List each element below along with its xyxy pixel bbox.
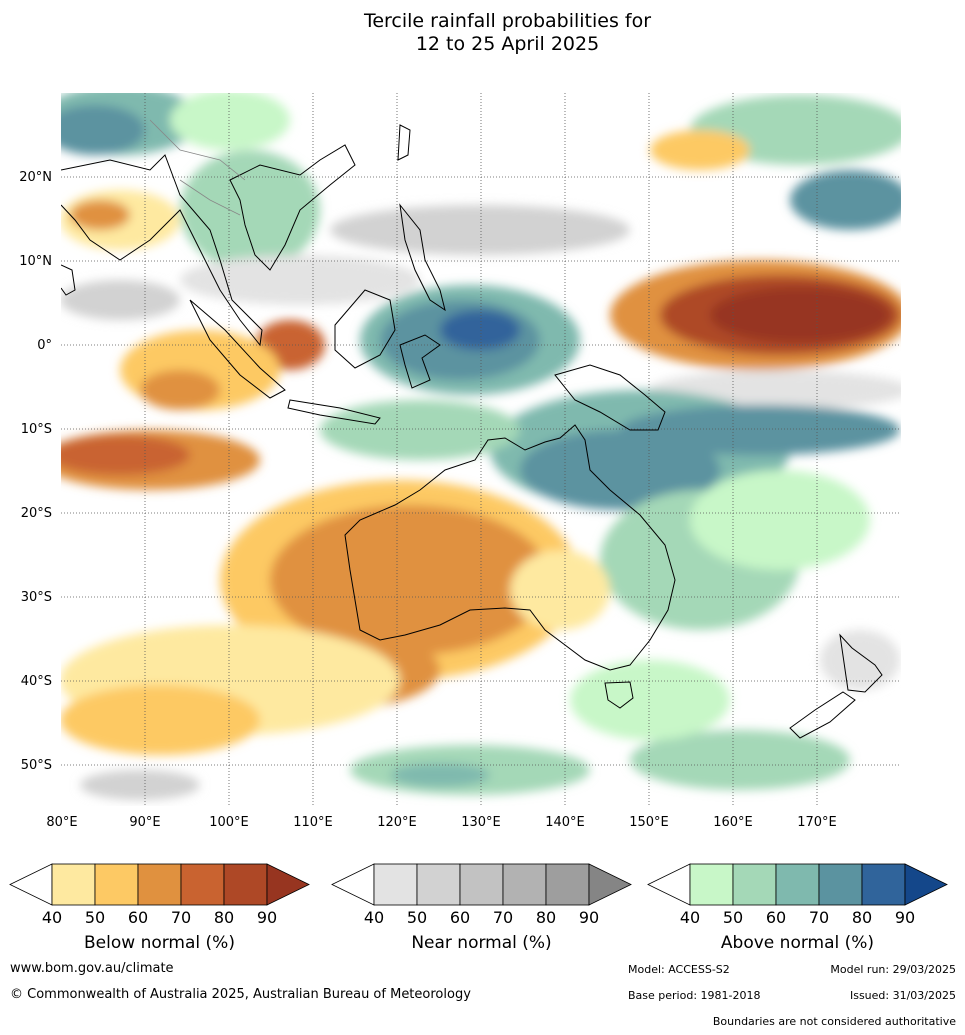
legend-tick-label: 70 bbox=[171, 908, 191, 927]
borneo-coast bbox=[334, 289, 396, 369]
lat-label: 0° bbox=[37, 338, 52, 353]
title-line-2: 12 to 25 April 2025 bbox=[415, 33, 600, 55]
lon-label: 80°E bbox=[46, 815, 77, 830]
disclaimer-text: Boundaries are not considered authoritat… bbox=[712, 1015, 956, 1028]
lat-label: 20°N bbox=[19, 170, 52, 185]
lon-label: 100°E bbox=[209, 815, 249, 830]
legends: 40 50 60 70 80 90 Below normal (%) 40 50 60 70 80 90… bbox=[9, 863, 948, 953]
legend-cell bbox=[732, 863, 777, 906]
new-guinea-coast bbox=[554, 364, 666, 431]
legend-tick-label: 60 bbox=[450, 908, 470, 927]
legend-tick-label: 80 bbox=[214, 908, 234, 927]
legend-extend-low bbox=[647, 863, 691, 906]
probability-fields bbox=[61, 93, 901, 800]
lon-label: 170°E bbox=[797, 815, 837, 830]
new-zealand-north bbox=[839, 633, 883, 693]
map-area bbox=[61, 93, 901, 806]
legend-cell bbox=[818, 863, 863, 906]
legend-cell bbox=[223, 863, 268, 906]
indochina-coast bbox=[229, 144, 356, 271]
model-text: Model: ACCESS-S2 bbox=[628, 963, 730, 976]
legend-cell bbox=[545, 863, 590, 906]
legend-cell bbox=[416, 863, 461, 906]
lat-axis: 20°N 10°N 0° 10°S 20°S 30°S 40°S 50°S bbox=[19, 170, 52, 773]
legend-tick-label: 50 bbox=[407, 908, 427, 927]
legend-tick-label: 90 bbox=[579, 908, 599, 927]
legend-tick-label: 50 bbox=[723, 908, 743, 927]
sumatra-coast bbox=[189, 299, 286, 399]
legend-cell bbox=[180, 863, 225, 906]
lon-label: 120°E bbox=[377, 815, 417, 830]
lon-label: 130°E bbox=[461, 815, 501, 830]
legend-tick-label: 70 bbox=[493, 908, 513, 927]
philippines-coast bbox=[399, 203, 446, 312]
legend-cell bbox=[861, 863, 906, 906]
legend-tick-label: 80 bbox=[852, 908, 872, 927]
legend-extend-low bbox=[331, 863, 375, 906]
copyright-text: © Commonwealth of Australia 2025, Austra… bbox=[10, 987, 471, 1002]
legend-tick-label: 60 bbox=[766, 908, 786, 927]
legend-cell bbox=[137, 863, 182, 906]
legend-tick-label: 60 bbox=[128, 908, 148, 927]
tasmania-coast bbox=[604, 681, 634, 709]
lat-label: 40°S bbox=[21, 674, 52, 689]
legend-extend-high bbox=[588, 863, 632, 906]
legend-cell bbox=[51, 863, 96, 906]
legend-1: 40 50 60 70 80 90 Below normal (%) bbox=[9, 863, 310, 953]
java-coast bbox=[287, 399, 381, 425]
legend-cell bbox=[689, 863, 734, 906]
legend-tick-label: 90 bbox=[257, 908, 277, 927]
legend-tick-label: 40 bbox=[42, 908, 62, 927]
legend-3: 40 50 60 70 80 90 Above normal (%) bbox=[647, 863, 948, 953]
lon-axis: 80°E 90°E 100°E 110°E 120°E 130°E 140°E … bbox=[46, 815, 836, 830]
sri-lanka-coast bbox=[61, 264, 76, 296]
legend-title: Near normal (%) bbox=[411, 933, 551, 953]
legend-tick-label: 80 bbox=[536, 908, 556, 927]
legend-cell bbox=[373, 863, 418, 906]
lat-label: 10°S bbox=[21, 422, 52, 437]
mainland-asia-coast bbox=[61, 154, 263, 347]
legend-extend-low bbox=[9, 863, 53, 906]
lon-label: 90°E bbox=[129, 815, 160, 830]
lon-label: 150°E bbox=[629, 815, 669, 830]
legend-title: Above normal (%) bbox=[721, 933, 874, 953]
model-run-text: Model run: 29/03/2025 bbox=[830, 963, 956, 976]
map-title: Tercile rainfall probabilities for 12 to… bbox=[0, 10, 965, 56]
legend-tick-label: 40 bbox=[680, 908, 700, 927]
lon-label: 160°E bbox=[713, 815, 753, 830]
lat-label: 10°N bbox=[19, 254, 52, 269]
title-line-1: Tercile rainfall probabilities for bbox=[363, 10, 652, 32]
base-period-text: Base period: 1981-2018 bbox=[628, 989, 761, 1002]
legend-2: 40 50 60 70 80 90 Near normal (%) bbox=[331, 863, 632, 953]
lat-label: 50°S bbox=[21, 758, 52, 773]
legend-tick-label: 70 bbox=[809, 908, 829, 927]
legend-extend-high bbox=[266, 863, 310, 906]
lon-label: 140°E bbox=[545, 815, 585, 830]
lon-label: 110°E bbox=[293, 815, 333, 830]
sulawesi-coast bbox=[399, 334, 441, 389]
new-zealand-south bbox=[789, 691, 856, 739]
legend-tick-label: 40 bbox=[364, 908, 384, 927]
legend-cell bbox=[502, 863, 547, 906]
graticule bbox=[61, 93, 901, 806]
issued-text: Issued: 31/03/2025 bbox=[849, 989, 956, 1002]
australia-coast bbox=[344, 424, 676, 671]
country-borders bbox=[149, 119, 246, 216]
legend-cell bbox=[775, 863, 820, 906]
legend-title: Below normal (%) bbox=[84, 933, 235, 953]
coastlines bbox=[61, 124, 883, 739]
legend-tick-label: 50 bbox=[85, 908, 105, 927]
legend-cell bbox=[459, 863, 504, 906]
legend-cell bbox=[94, 863, 139, 906]
taiwan-coast bbox=[397, 124, 411, 161]
legend-extend-high bbox=[904, 863, 948, 906]
legend-tick-label: 90 bbox=[895, 908, 915, 927]
website-text: www.bom.gov.au/climate bbox=[10, 961, 174, 976]
lat-label: 20°S bbox=[21, 506, 52, 521]
lat-label: 30°S bbox=[21, 590, 52, 605]
